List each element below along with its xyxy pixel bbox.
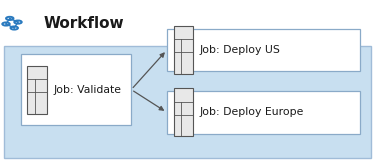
FancyBboxPatch shape [27,66,47,114]
FancyBboxPatch shape [174,26,193,74]
FancyBboxPatch shape [174,88,193,136]
Text: Job: Validate: Job: Validate [54,85,122,95]
Text: Job: Deploy Europe: Job: Deploy Europe [200,107,304,117]
FancyBboxPatch shape [21,54,131,125]
FancyBboxPatch shape [167,91,360,134]
Text: Job: Deploy US: Job: Deploy US [200,45,281,55]
FancyBboxPatch shape [4,46,371,158]
FancyBboxPatch shape [167,29,360,71]
FancyBboxPatch shape [0,0,375,45]
Text: Workflow: Workflow [43,16,124,31]
